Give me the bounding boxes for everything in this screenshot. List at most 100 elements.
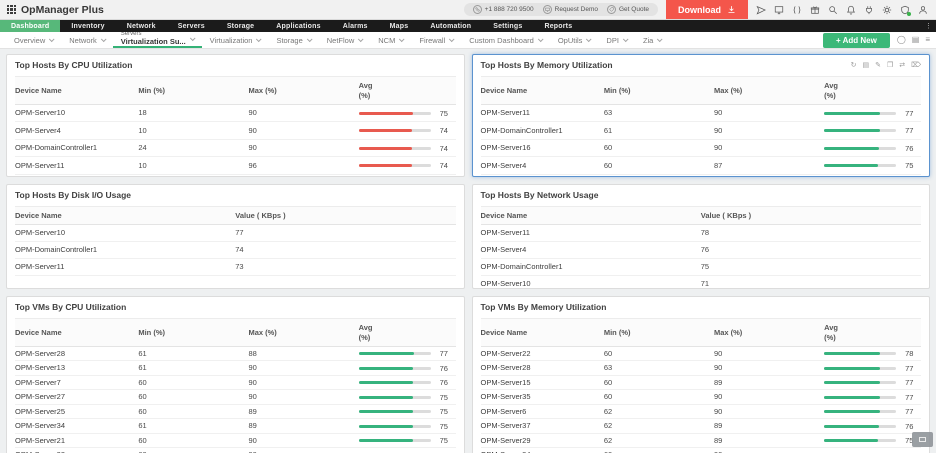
search-icon[interactable] (828, 5, 838, 15)
device-name-cell[interactable]: OPM-Server34 (15, 418, 139, 434)
nav-item-servers[interactable]: Servers (177, 22, 205, 30)
phone-link[interactable]: +1 888 720 9500 (472, 5, 534, 14)
avg-value: 77 (905, 407, 914, 417)
min-cell: 10 (138, 121, 249, 140)
max-cell: 90 (248, 139, 359, 158)
device-name-cell[interactable]: OPM-Server4 (15, 121, 139, 140)
nav-item-automation[interactable]: Automation (430, 22, 472, 30)
device-name-cell[interactable]: OPM-Server21 (15, 433, 139, 449)
get-quote-link[interactable]: Get Quote (607, 5, 649, 14)
schedule-icon[interactable]: ▤ (862, 61, 870, 69)
feedback-fab-button[interactable] (912, 432, 933, 447)
device-name-cell[interactable]: OPM-Server10 (15, 104, 139, 123)
topbar-right: +1 888 720 9500 Request Demo Get Quote D… (463, 0, 936, 19)
subnav-tab-storage[interactable]: Storage (268, 32, 318, 48)
device-name-cell[interactable]: OPM-Server10 (480, 275, 701, 288)
subnav-tab-oputils[interactable]: OpUtils (550, 32, 599, 48)
subnav-tab-virtualization[interactable]: Virtualization (202, 32, 269, 48)
subnav-tab-ncm[interactable]: NCM (370, 32, 411, 48)
demo-screen-icon[interactable] (774, 5, 784, 15)
min-cell: 60 (603, 174, 714, 176)
nav-more-icon[interactable]: ⋮ (925, 23, 932, 30)
settings-gear-icon[interactable] (882, 5, 892, 15)
copy-icon[interactable]: ❐ (886, 61, 894, 69)
device-name-cell[interactable]: OPM-Server33 (15, 447, 139, 453)
column-header-min: Min (%) (138, 76, 249, 105)
column-header-device: Device Name (480, 318, 604, 347)
app-logo[interactable]: OpManager Plus (7, 4, 104, 16)
device-name-cell[interactable]: OPM-Server28 (480, 360, 604, 376)
subnav-active-label: Virtualization Su... (120, 37, 186, 47)
security-shield-icon[interactable] (900, 5, 911, 16)
device-name-cell[interactable]: OPM-Server11 (480, 104, 604, 123)
request-demo-link[interactable]: Request Demo (542, 5, 598, 14)
add-new-button[interactable]: + Add New (822, 32, 890, 48)
device-name-cell[interactable]: OPM-Server15 (480, 375, 604, 391)
device-name-cell[interactable]: OPM-Server11 (480, 224, 701, 242)
device-name-cell[interactable]: OPM-Server16 (15, 174, 139, 176)
nav-item-reports[interactable]: Reports (544, 22, 573, 30)
device-name-cell[interactable]: OPM-Server10 (480, 174, 604, 176)
device-name-cell[interactable]: OPM-DomainController1 (480, 258, 701, 276)
nav-item-network[interactable]: Network (126, 22, 156, 30)
table-row: OPM-Server11 63 90 77 (480, 104, 921, 123)
device-name-cell[interactable]: OPM-Server27 (15, 389, 139, 405)
min-cell: 60 (603, 447, 714, 453)
globe-icon[interactable]: ◯ (896, 35, 906, 44)
device-name-cell[interactable]: OPM-Server11 (15, 258, 236, 276)
subnav-tab-zia[interactable]: Zia (635, 32, 669, 48)
device-name-cell[interactable]: OPM-Server7 (15, 375, 139, 391)
send-icon[interactable] (756, 5, 766, 15)
device-name-cell[interactable]: OPM-Server4 (480, 241, 701, 259)
avg-bar-fill (824, 366, 880, 370)
delete-icon[interactable]: ⌦ (911, 61, 921, 69)
subnav-tab-custom-dashboard[interactable]: Custom Dashboard (461, 32, 550, 48)
subnav-tab-netflow[interactable]: NetFlow (319, 32, 371, 48)
user-profile-icon[interactable] (918, 5, 928, 15)
subnav-tab-overview[interactable]: Overview (6, 32, 61, 48)
device-name-cell[interactable]: OPM-Server25 (15, 404, 139, 420)
subnav-tab-firewall[interactable]: Firewall (411, 32, 461, 48)
export-pdf-icon[interactable]: ▤ (911, 35, 920, 44)
device-name-cell[interactable]: OPM-DomainController1 (480, 121, 604, 140)
nav-item-storage[interactable]: Storage (226, 22, 255, 30)
device-name-cell[interactable]: OPM-Server11 (15, 156, 139, 175)
nav-item-inventory[interactable]: Inventory (71, 22, 105, 30)
device-name-cell[interactable]: OPM-Server28 (15, 346, 139, 361)
device-name-cell[interactable]: OPM-Server13 (15, 360, 139, 376)
device-name-cell[interactable]: OPM-Server37 (480, 418, 604, 434)
refresh-icon[interactable]: ↻ (850, 61, 857, 69)
device-name-cell[interactable]: OPM-Server16 (480, 139, 604, 158)
edit-icon[interactable]: ✎ (875, 61, 881, 69)
nav-item-settings[interactable]: Settings (493, 22, 523, 30)
max-cell: 90 (248, 104, 359, 123)
download-button[interactable]: Download (666, 0, 748, 19)
customize-icon[interactable]: ≡ (925, 35, 930, 44)
avg-bar-cell: 78 (824, 346, 921, 361)
device-name-cell[interactable]: OPM-Server4 (480, 156, 604, 175)
apps-grid-icon[interactable] (7, 5, 16, 14)
device-name-cell[interactable]: OPM-DomainController1 (15, 241, 236, 259)
nav-item-dashboard[interactable]: Dashboard (0, 20, 61, 32)
subnav-tab-dpi[interactable]: DPI (598, 32, 635, 48)
device-name-cell[interactable]: OPM-Server34 (480, 447, 604, 453)
device-name-cell[interactable]: OPM-DomainController1 (15, 139, 139, 158)
device-name-cell[interactable]: OPM-Server29 (480, 433, 604, 449)
nav-item-maps[interactable]: Maps (389, 22, 409, 30)
device-name-cell[interactable]: OPM-Server22 (480, 346, 604, 361)
plugin-icon[interactable] (864, 5, 874, 15)
column-header-min: Min (%) (603, 76, 714, 105)
notifications-bell-icon[interactable] (846, 5, 856, 15)
subnav-tab-network[interactable]: Network (61, 32, 113, 48)
rewards-icon[interactable] (810, 5, 820, 15)
avg-value: 74 (439, 126, 448, 136)
nav-item-applications[interactable]: Applications (276, 22, 321, 30)
code-icon[interactable] (792, 5, 802, 15)
device-name-cell[interactable]: OPM-Server6 (480, 404, 604, 420)
move-icon[interactable]: ⇄ (899, 61, 906, 69)
chevron-down-icon (306, 36, 313, 43)
device-name-cell[interactable]: OPM-Server35 (480, 389, 604, 405)
device-name-cell[interactable]: OPM-Server10 (15, 224, 236, 242)
nav-item-alarms[interactable]: Alarms (342, 22, 368, 30)
subnav-tab-servers-virtualization[interactable]: Servers Virtualization Su... (112, 31, 202, 48)
